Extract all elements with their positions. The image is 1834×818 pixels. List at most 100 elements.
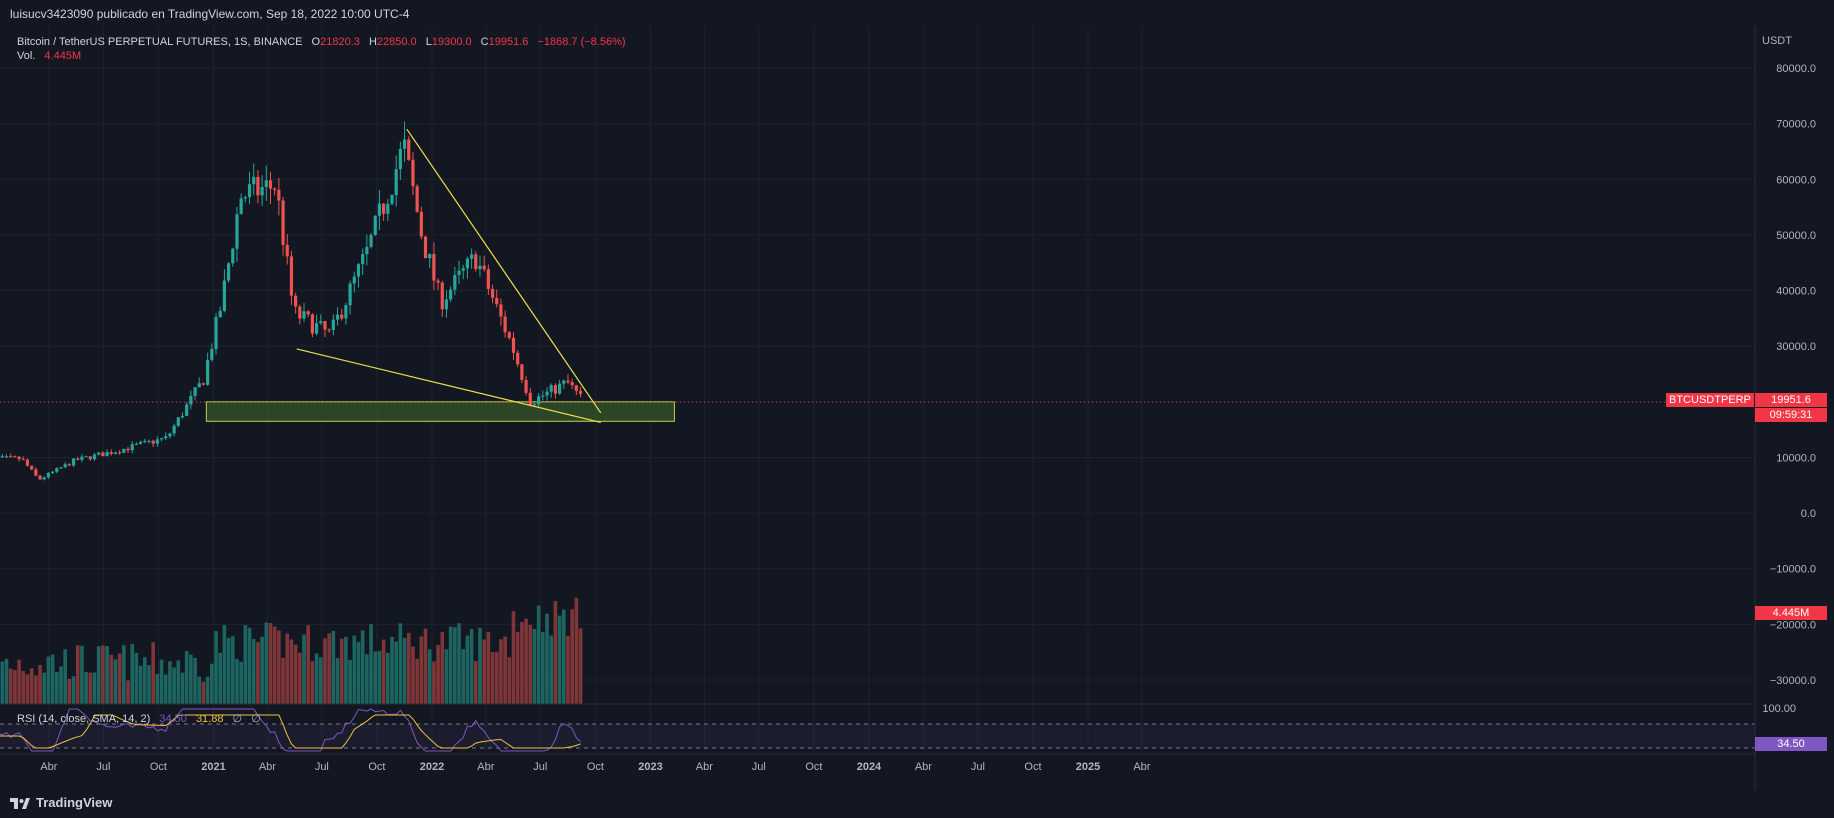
candle-body — [361, 254, 365, 265]
price-tick-label: 50000.0 — [1776, 230, 1816, 242]
candle-body — [423, 236, 428, 259]
candle-body — [80, 456, 84, 460]
time-tick-label: Oct — [805, 761, 822, 773]
candle-body — [38, 475, 42, 480]
candle-body — [247, 184, 252, 198]
candle-body — [109, 452, 113, 454]
candle-body — [574, 385, 578, 391]
candle-body — [390, 195, 394, 204]
candle-body — [97, 452, 101, 455]
candle-body — [369, 234, 373, 247]
price-axis[interactable]: USDT 80000.0 70000.0 60000.0 50000.0 40000.0 3… — [1754, 26, 1816, 790]
volume-bar — [335, 657, 340, 704]
volume-bar — [574, 597, 579, 704]
volume-bar — [163, 674, 168, 704]
candle-body — [176, 417, 180, 426]
volume-bar — [92, 672, 97, 704]
volume-bar — [101, 645, 105, 704]
rsi-sma-line — [0, 714, 581, 749]
volume-bar — [172, 667, 176, 704]
candle-body — [461, 268, 465, 271]
volume-bar — [402, 637, 407, 704]
volume-bar — [578, 628, 583, 704]
price-tag: 19951.6 — [1755, 393, 1827, 407]
volume-bar — [415, 658, 419, 704]
candle-body — [537, 396, 541, 405]
candle-body — [545, 391, 549, 396]
candle-body — [465, 258, 470, 269]
volume-bar — [96, 646, 101, 704]
time-tick-label: Abr — [259, 761, 276, 773]
candle-body — [151, 440, 155, 444]
candle-body — [235, 214, 239, 249]
candle-body — [214, 317, 218, 349]
volume-bar — [348, 659, 352, 704]
volume-bar — [524, 618, 528, 704]
volume-bar — [444, 649, 449, 704]
volume-bar — [226, 637, 231, 704]
candle-body — [298, 306, 302, 319]
candle-body — [478, 265, 482, 270]
rsi-value: 34.50 — [159, 713, 187, 725]
volume-bar — [561, 609, 566, 704]
chart-frame[interactable]: USDT 80000.0 70000.0 60000.0 50000.0 40000.0 3… — [0, 26, 1834, 790]
candle-body — [428, 254, 432, 259]
candle-body — [499, 304, 503, 317]
candle-body — [101, 452, 105, 457]
symbol-name: Bitcoin / TetherUS PERPETUAL FUTURES, 1S… — [17, 36, 303, 48]
trendlines[interactable] — [0, 128, 1755, 423]
time-tick-label: 2025 — [1076, 761, 1100, 773]
candle-body — [440, 282, 444, 310]
price-tick-label: −10000.0 — [1770, 564, 1816, 576]
candle-body — [105, 452, 109, 457]
candle-body — [348, 283, 352, 306]
volume-bar — [394, 641, 398, 704]
tradingview-logo-icon — [10, 797, 30, 809]
volume-bar — [436, 644, 440, 704]
volume-bar — [503, 636, 507, 704]
chart-canvas[interactable]: USDT 80000.0 70000.0 60000.0 50000.0 40000.0 3… — [0, 26, 1834, 790]
candle-body — [25, 459, 30, 466]
candle-body — [578, 390, 583, 395]
volume-bar — [168, 661, 172, 704]
candle-body — [59, 467, 63, 469]
volume-bar — [490, 652, 495, 704]
volume-bar — [197, 676, 202, 704]
price-tick-label: 60000.0 — [1776, 174, 1816, 186]
time-axis[interactable]: Abr Jul Oct 2021 Abr Jul Oct 2022 Abr Jul Oct 2023 A… — [0, 753, 1755, 773]
candle-body — [113, 452, 118, 454]
volume-bar — [201, 681, 206, 704]
candle-body — [226, 263, 231, 281]
tradingview-logo[interactable]: TradingView — [10, 795, 112, 810]
candle-body — [457, 270, 461, 275]
countdown-tag: 09:59:31 — [1755, 408, 1827, 422]
candle-body — [373, 215, 377, 235]
footer: TradingView — [0, 790, 1834, 818]
candle-body — [197, 383, 201, 388]
volume-bar — [457, 623, 461, 704]
candle-body — [273, 188, 277, 190]
volume-bar — [331, 630, 336, 704]
volume-bar — [494, 651, 499, 704]
volume-bar — [71, 676, 76, 704]
candle-body — [189, 395, 193, 405]
candle-body — [327, 329, 331, 331]
volume-tag: 4.445M — [1755, 606, 1827, 620]
volume-bar — [465, 635, 470, 704]
volume-bar — [432, 661, 436, 704]
volume-bar — [155, 674, 160, 704]
candle-body — [411, 159, 415, 187]
candle-body — [289, 256, 294, 296]
volume-bar — [193, 657, 197, 704]
volume-bar — [0, 661, 5, 704]
candle-body — [566, 380, 570, 383]
volume-bar — [553, 601, 558, 704]
volume-value: 4.445M — [44, 50, 82, 62]
candle-body — [92, 454, 97, 460]
rsi-tick-label: 100.00 — [1762, 703, 1796, 715]
volume-bar — [390, 636, 394, 704]
price-tick-label: 10000.0 — [1776, 452, 1816, 464]
candle-body — [51, 471, 55, 473]
support-zone[interactable] — [205, 401, 675, 422]
volume-bar — [34, 675, 38, 704]
